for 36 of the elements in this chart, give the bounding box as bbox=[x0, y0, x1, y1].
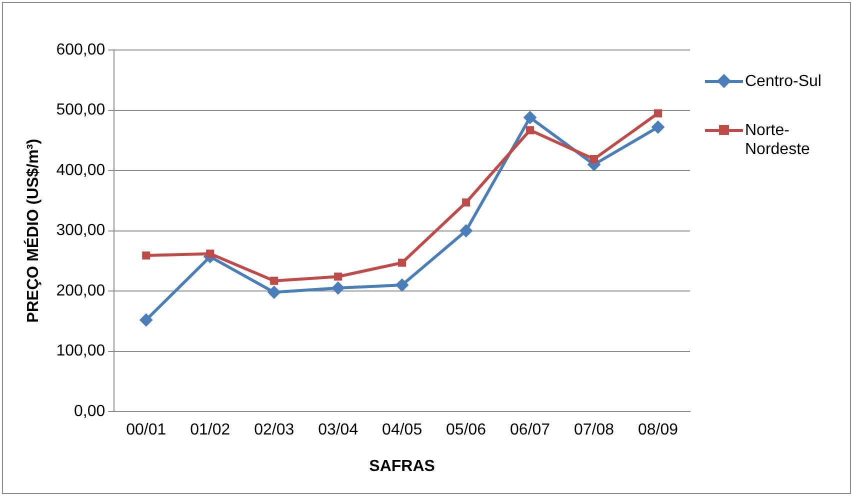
x-tick-label: 04/05 bbox=[382, 422, 422, 439]
point bbox=[142, 251, 150, 260]
point bbox=[268, 286, 281, 299]
point bbox=[398, 258, 406, 267]
point bbox=[590, 155, 598, 164]
x-tick-label: 00/01 bbox=[126, 422, 166, 439]
y-tick-label: 100,00 bbox=[56, 342, 106, 360]
point bbox=[140, 313, 153, 326]
point bbox=[654, 109, 662, 118]
y-tick-label: 200,00 bbox=[56, 282, 106, 300]
point bbox=[526, 126, 534, 134]
x-tick-label: 03/04 bbox=[318, 422, 358, 439]
y-axis-title: PREÇO MÉDIO (US$/m³) bbox=[23, 138, 42, 323]
legend-label: Norte-Nordeste bbox=[745, 121, 811, 159]
x-tick-label: 05/06 bbox=[446, 422, 486, 439]
legend-label: Centro-Sul bbox=[745, 72, 822, 91]
y-tick-label: 500,00 bbox=[56, 102, 106, 119]
point bbox=[462, 198, 470, 207]
x-tick-label: 06/07 bbox=[510, 422, 550, 439]
point bbox=[396, 278, 409, 292]
x-axis-title: SAFRAS bbox=[369, 458, 436, 475]
y-tick-label: 400,00 bbox=[56, 162, 106, 179]
x-tick-label: 02/03 bbox=[254, 422, 294, 439]
x-tick-label: 08/09 bbox=[638, 422, 678, 439]
point bbox=[270, 276, 278, 285]
point bbox=[460, 224, 473, 238]
y-tick-label: 300,00 bbox=[56, 222, 106, 240]
y-tick-label: 0,00 bbox=[74, 403, 106, 420]
point bbox=[332, 282, 345, 295]
y-tick-label: 600,00 bbox=[56, 41, 106, 58]
point bbox=[524, 111, 537, 124]
point bbox=[652, 120, 665, 134]
x-tick-label: 07/08 bbox=[574, 422, 614, 439]
point bbox=[334, 272, 342, 281]
point bbox=[206, 250, 214, 258]
x-tick-label: 01/02 bbox=[190, 422, 230, 439]
